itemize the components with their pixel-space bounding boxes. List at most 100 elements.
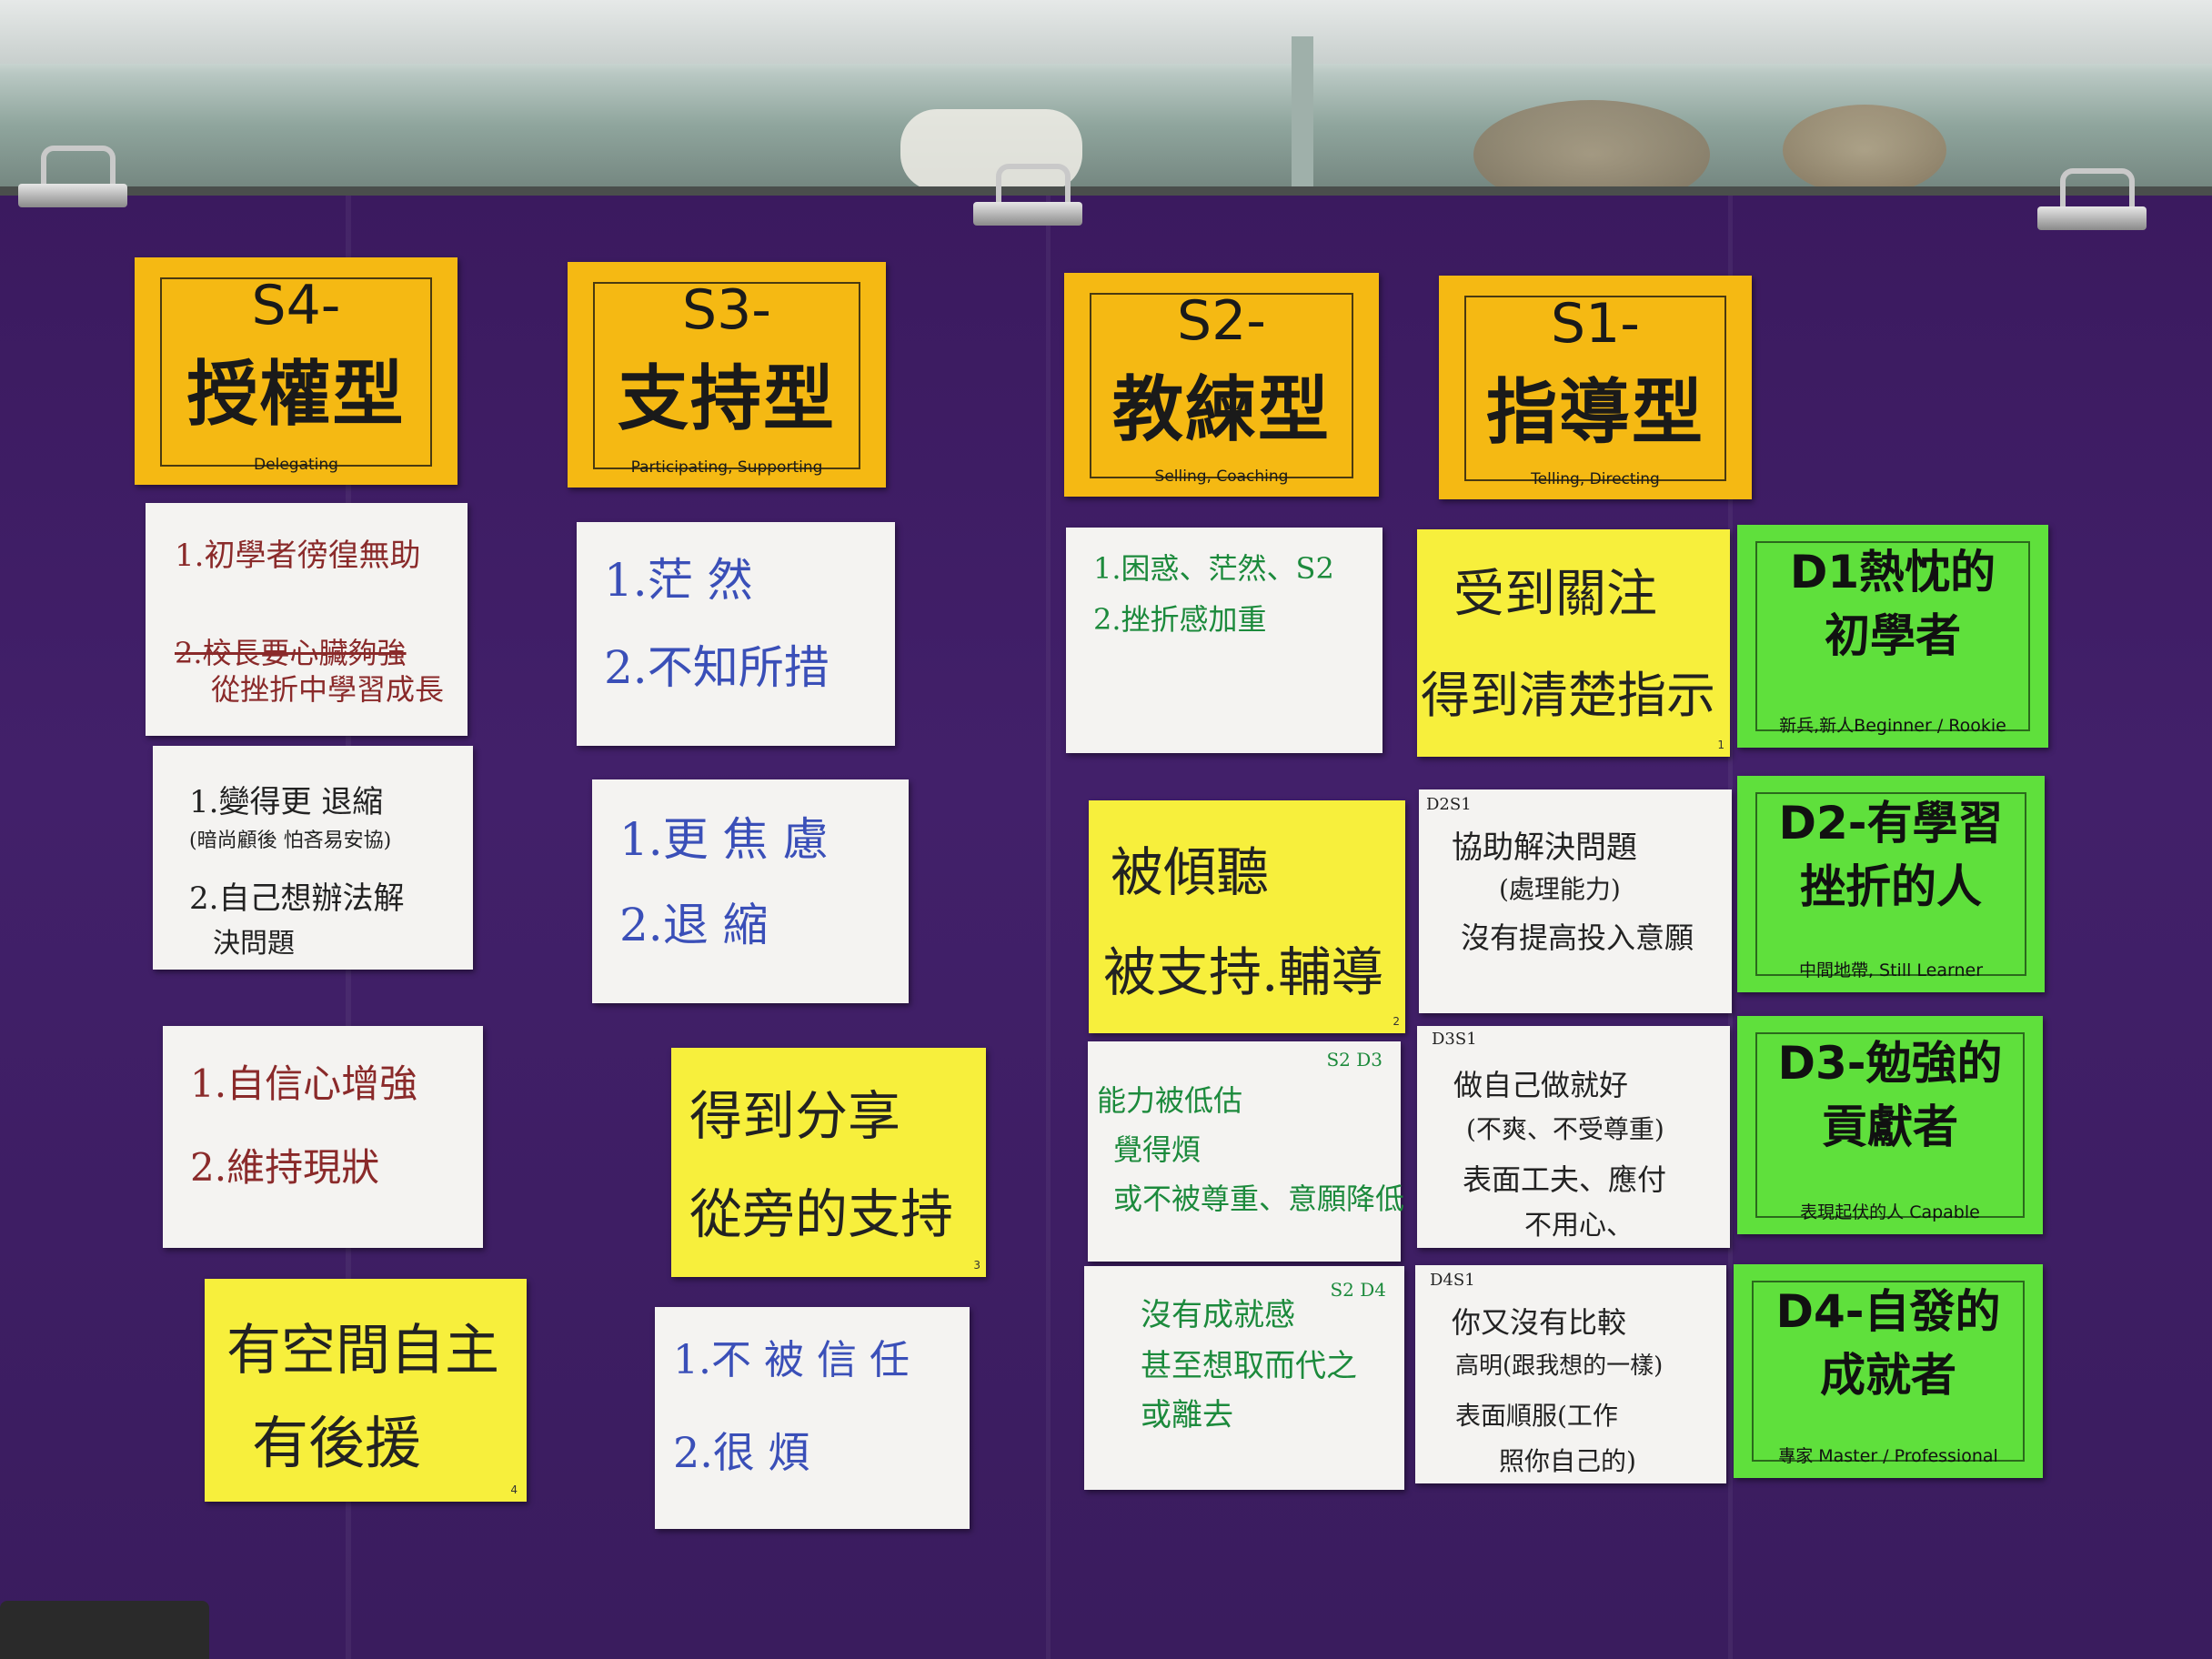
note-line: 沒有成就感 [1141, 1297, 1295, 1333]
note-card: D4S1 你又沒有比較 高明(跟我想的一樣) 表面順服(工作 照你自己的) [1415, 1265, 1726, 1483]
dev-card-d3: D3-勉強的 貢獻者 表現起伏的人 Capable [1737, 1016, 2043, 1234]
note-line: 2.不知所措 [604, 641, 830, 694]
binder-clip [18, 146, 127, 209]
note-line: 1.困惑、茫然、S2 [1093, 551, 1334, 586]
sticky-card: 受到關注 得到清楚指示 1 [1417, 529, 1730, 757]
note-line: (不爽、不受尊重) [1466, 1114, 1664, 1144]
dev-title-line2: 初學者 [1825, 609, 1961, 662]
note-card: 1.更 焦 慮 2.退 縮 [592, 779, 909, 1003]
note-line: 從挫折中學習成長 [211, 672, 445, 707]
style-english: Selling, Coaching [1154, 468, 1289, 486]
dev-english: 中間地帶, Still Learner [1798, 960, 1984, 980]
page-number: 3 [973, 1259, 980, 1272]
binder-clip [973, 164, 1082, 227]
note-line-struck: 2.校長要心臟夠強 [175, 636, 407, 670]
style-card-s3: S3- 支持型 Participating, Supporting [568, 262, 886, 488]
window-frame [0, 0, 2212, 64]
note-line: 2.退 縮 [619, 899, 769, 951]
style-code: S1- [1551, 292, 1640, 356]
note-line: 有後援 [252, 1410, 422, 1476]
note-card: 1.變得更 退縮 (暗尚顧後 怕吝易安協) 2.自己想辦法解 決問題 [153, 746, 473, 970]
style-card-s4: S4- 授權型 Delegating [135, 257, 457, 485]
note-line: 2.維持現狀 [190, 1145, 380, 1190]
sticky-card: 被傾聽 被支持.輔導 2 [1089, 800, 1405, 1033]
note-line: 或離去 [1141, 1397, 1233, 1433]
note-line: 有空間自主 [226, 1319, 499, 1382]
note-line: 你又沒有比較 [1452, 1305, 1627, 1340]
cloth-fold [1046, 196, 1051, 1659]
note-tag: S2 D4 [1330, 1279, 1386, 1301]
page-number: 1 [1717, 739, 1724, 751]
note-line: 甚至想取而代之 [1141, 1348, 1357, 1384]
dev-card-d2: D2-有學習 挫折的人 中間地帶, Still Learner [1737, 776, 2045, 992]
note-line: 1.變得更 退縮 [189, 784, 384, 820]
note-line: 2.挫折感加重 [1093, 602, 1267, 637]
note-line: 能力被低估 [1097, 1083, 1243, 1118]
style-name: 教練型 [1111, 369, 1331, 451]
sticky-card: 得到分享 從旁的支持 3 [671, 1048, 986, 1277]
note-line: 1.更 焦 慮 [619, 813, 829, 866]
note-card: 1.初學者徬徨無助 2.校長要心臟夠強 從挫折中學習成長 [146, 503, 468, 736]
note-card: D3S1 做自己做就好 (不爽、不受尊重) 表面工夫、應付 不用心、 [1417, 1026, 1730, 1248]
note-line: 2.很 煩 [673, 1428, 810, 1477]
dev-title-line1: D2-有學習 [1778, 797, 2004, 850]
style-code: S4- [251, 274, 341, 337]
background-decoration [1783, 105, 1946, 196]
note-line: 得到清楚指示 [1421, 667, 1715, 724]
note-line: 照你自己的) [1499, 1446, 1636, 1476]
style-name: 支持型 [617, 358, 836, 440]
dev-title-line1: D3-勉強的 [1777, 1037, 2003, 1090]
note-line: 沒有提高投入意願 [1461, 920, 1694, 955]
note-line: 高明(跟我想的一樣) [1455, 1352, 1664, 1380]
dev-title-line2: 挫折的人 [1800, 860, 1982, 913]
style-name: 指導型 [1485, 372, 1704, 454]
note-card: 1.困惑、茫然、S2 2.挫折感加重 [1066, 528, 1382, 753]
note-line: (暗尚顧後 怕吝易安協) [189, 830, 392, 852]
note-line: 或不被尊重、意願降低 [1113, 1181, 1405, 1216]
note-line: 從旁的支持 [689, 1183, 954, 1245]
style-card-s1: S1- 指導型 Telling, Directing [1439, 276, 1752, 499]
note-tag: S2 D3 [1326, 1049, 1382, 1071]
background-lamp [900, 109, 1082, 191]
note-line: 2.自己想辦法解 [189, 880, 405, 917]
note-line: 表面工夫、應付 [1463, 1162, 1667, 1197]
note-line: 1.初學者徬徨無助 [175, 538, 421, 574]
note-line: 決問題 [213, 928, 295, 960]
note-tag: D3S1 [1432, 1030, 1477, 1049]
dev-english: 表現起伏的人 Capable [1800, 1202, 1980, 1222]
dev-title-line2: 成就者 [1820, 1349, 1956, 1402]
chair-backrest [0, 1601, 209, 1659]
dev-title-line1: D1熱忱的 [1789, 546, 1996, 598]
dev-english: 專家 Master / Professional [1778, 1446, 1998, 1466]
note-line: 做自己做就好 [1453, 1068, 1629, 1102]
style-code: S3- [682, 278, 771, 342]
binder-clip [2037, 168, 2147, 232]
style-english: Telling, Directing [1531, 470, 1660, 488]
style-code: S2- [1177, 289, 1266, 353]
note-tag: D4S1 [1430, 1271, 1475, 1290]
note-line: 覺得煩 [1113, 1132, 1202, 1167]
dev-title-line1: D4-自發的 [1775, 1285, 2001, 1338]
style-name: 授權型 [186, 354, 406, 436]
dev-title-line2: 貢獻者 [1822, 1101, 1958, 1153]
style-card-s2: S2- 教練型 Selling, Coaching [1064, 273, 1379, 497]
note-line: 1.不 被 信 任 [673, 1337, 910, 1383]
note-card: 1.不 被 信 任 2.很 煩 [655, 1307, 970, 1529]
note-card: 1.自信心增強 2.維持現狀 [163, 1026, 483, 1248]
note-line: (處理能力) [1499, 874, 1621, 904]
dev-english: 新兵,新人Beginner / Rookie [1779, 716, 2006, 736]
page-number: 4 [510, 1483, 518, 1496]
note-line: 受到關注 [1453, 565, 1657, 624]
style-english: Participating, Supporting [630, 458, 823, 477]
note-card: D2S1 協助解決問題 (處理能力) 沒有提高投入意願 [1419, 789, 1732, 1013]
note-card: S2 D4 沒有成就感 甚至想取而代之 或離去 [1084, 1266, 1404, 1490]
dev-card-d1: D1熱忱的 初學者 新兵,新人Beginner / Rookie [1737, 525, 2048, 748]
page-number: 2 [1393, 1015, 1400, 1028]
note-line: 被支持.輔導 [1103, 941, 1384, 1003]
note-card: 1.茫 然 2.不知所措 [577, 522, 895, 746]
note-line: 1.自信心增強 [190, 1061, 418, 1106]
note-line: 被傾聽 [1111, 841, 1270, 903]
note-card: S2 D3 能力被低估 覺得煩 或不被尊重、意願降低 [1088, 1041, 1405, 1262]
note-line: 得到分享 [689, 1085, 901, 1147]
note-line: 不用心、 [1524, 1210, 1634, 1242]
